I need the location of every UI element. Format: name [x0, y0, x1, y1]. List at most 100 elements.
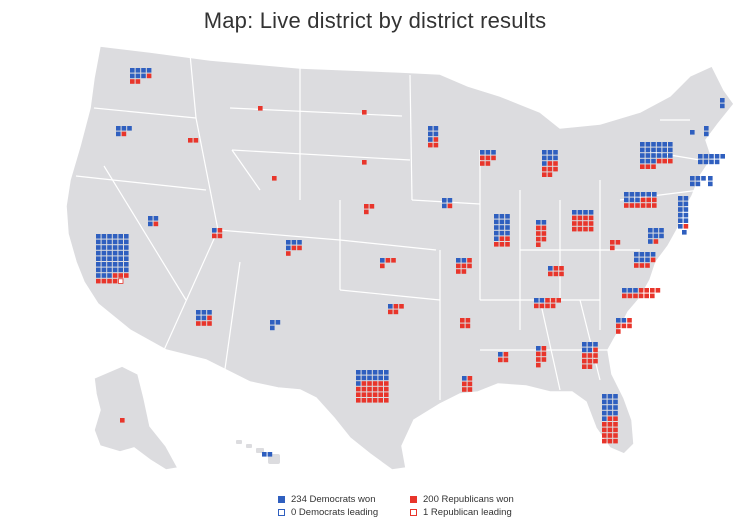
state-waffle-va [634, 252, 656, 268]
district-rep-won [644, 288, 649, 293]
state-waffle-nm [270, 320, 281, 331]
district-rep-won [582, 364, 587, 369]
district-rep-won [367, 392, 372, 397]
district-dem-won [101, 250, 107, 256]
district-rep-won [607, 438, 613, 444]
district-dem-won [539, 298, 545, 303]
district-dem-won [485, 150, 491, 155]
district-dem-won [361, 375, 367, 381]
district-dem-won [286, 245, 291, 251]
district-rep-won [650, 293, 655, 299]
district-rep-won [384, 392, 389, 397]
district-dem-won [153, 216, 159, 221]
district-dem-won [645, 158, 651, 164]
district-dem-won [433, 126, 439, 131]
district-rep-won [217, 228, 223, 233]
district-rep-won [494, 242, 499, 247]
district-rep-won [135, 79, 141, 84]
district-dem-won [130, 68, 135, 73]
district-rep-won [588, 215, 594, 221]
district-dem-won [96, 262, 101, 267]
district-dem-won [683, 218, 689, 223]
district-dem-won [695, 176, 701, 181]
district-rep-won [646, 197, 651, 203]
district-dem-won [547, 155, 553, 161]
district-rep-won [461, 263, 467, 269]
district-dem-won [428, 137, 433, 142]
district-dem-won [442, 203, 447, 209]
district-dem-won [494, 230, 499, 236]
district-rep-won [547, 166, 553, 172]
district-dem-won [124, 267, 129, 273]
district-rep-won [467, 376, 473, 381]
district-rep-won [616, 323, 621, 329]
district-dem-won [212, 228, 217, 233]
legend-dem-leading-swatch [278, 509, 285, 516]
district-dem-won [607, 394, 613, 399]
state-waffle-ny [640, 142, 673, 169]
district-rep-won [640, 197, 646, 203]
state-waffle-fl [602, 394, 618, 444]
district-rep-won [485, 155, 491, 161]
state-waffle-wa [130, 68, 152, 84]
district-dem-won [548, 266, 553, 271]
district-dem-won [627, 288, 633, 293]
district-dem-won [690, 130, 695, 135]
state-waffle-tn [534, 298, 561, 309]
district-rep-won [602, 438, 607, 444]
district-dem-won [96, 239, 101, 245]
district-rep-won [112, 273, 118, 278]
district-rep-won [467, 263, 472, 269]
district-dem-won [640, 142, 645, 147]
map-land [65, 45, 735, 471]
district-dem-won [542, 161, 547, 166]
state-waffle-ia [442, 198, 453, 209]
district-dem-won [378, 375, 383, 381]
legend-dem-won-label: 234 Democrats won [291, 494, 376, 505]
district-rep-won [201, 321, 207, 326]
district-dem-won [536, 220, 541, 225]
district-dem-won [118, 262, 123, 267]
district-dem-won [499, 219, 505, 225]
district-dem-won [645, 142, 651, 147]
district-dem-won [112, 256, 118, 261]
district-rep-won [547, 172, 553, 177]
district-dem-won [635, 197, 640, 203]
district-dem-won [587, 347, 593, 353]
legend-rep-leading: 1 Republican leading [410, 507, 512, 518]
district-rep-won [361, 381, 367, 386]
district-rep-won [646, 203, 651, 208]
district-rep-won [638, 293, 644, 299]
district-dem-won [112, 262, 118, 267]
district-rep-won [361, 398, 367, 403]
district-rep-won [602, 422, 607, 427]
district-dem-won [645, 252, 650, 257]
district-rep-won [634, 263, 639, 268]
state-waffle-wi [480, 150, 496, 166]
district-rep-won [361, 392, 367, 397]
district-rep-won [107, 278, 112, 284]
district-rep-won [462, 381, 467, 387]
district-dem-won [720, 154, 725, 159]
district-rep-won [384, 398, 389, 403]
district-dem-won [645, 257, 650, 263]
district-dem-won [388, 304, 393, 309]
district-dem-won [622, 288, 627, 293]
district-rep-won [465, 323, 471, 329]
district-rep-won [462, 387, 467, 392]
district-rep-won [553, 266, 559, 271]
district-dem-won [690, 176, 695, 181]
district-dem-won [583, 210, 588, 215]
district-rep-won [364, 204, 369, 209]
district-dem-won [640, 153, 645, 158]
district-dem-won [678, 201, 683, 207]
district-rep-won [607, 433, 613, 438]
district-rep-won [480, 161, 485, 166]
district-rep-won [638, 288, 644, 293]
state-waffle-la [462, 376, 473, 392]
district-rep-won [656, 158, 662, 164]
district-dem-won [648, 233, 653, 239]
district-dem-won [101, 256, 107, 261]
district-waffles [96, 68, 725, 457]
contiguous-us-shape [65, 45, 735, 471]
